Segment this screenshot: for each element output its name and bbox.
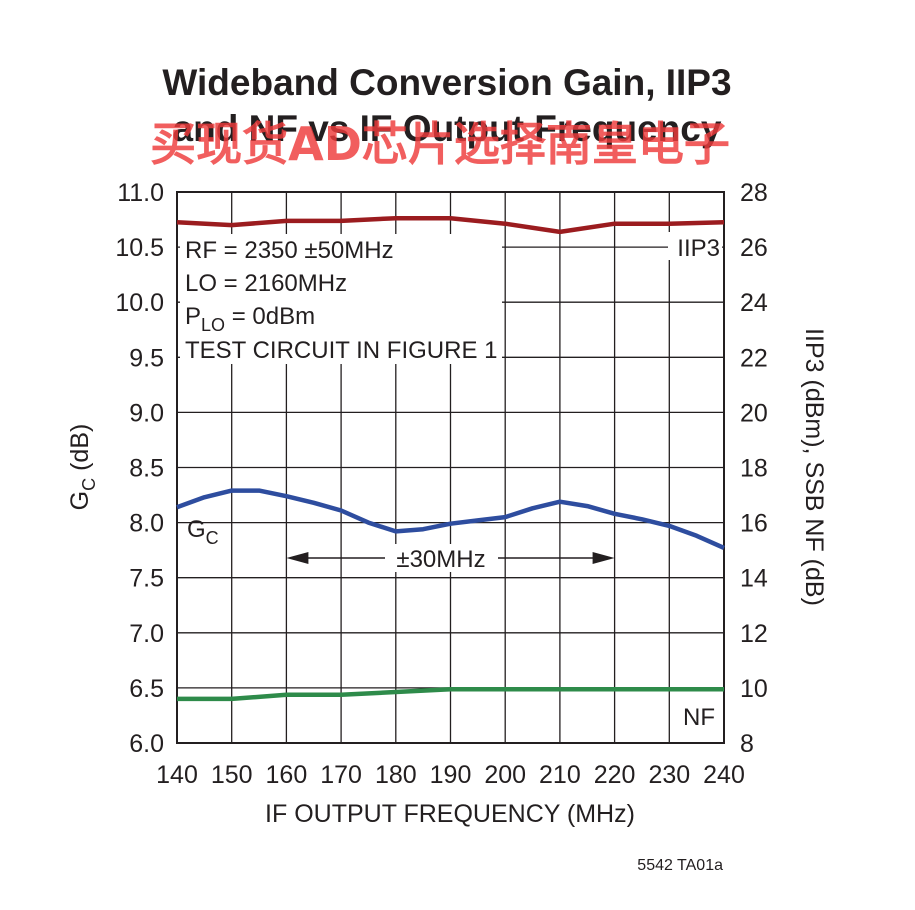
watermark: 买现货AD芯片选择南皇电子 <box>150 117 730 171</box>
y-right-tick-labels: 28 26 24 22 20 18 16 14 12 10 8 <box>740 179 768 758</box>
chart-title-line1: Wideband Conversion Gain, IIP3 <box>162 62 731 103</box>
annotation-rf: RF = 2350 ±50MHz <box>185 237 394 264</box>
y-left-label-sub: C <box>79 478 99 491</box>
annotation-plo-main: P <box>185 303 201 330</box>
annotation-test: TEST CIRCUIT IN FIGURE 1 <box>185 337 497 364</box>
y-right-tick-label: 28 <box>740 179 768 207</box>
y-left-tick-label: 10.5 <box>115 234 164 262</box>
y-right-tick-label: 16 <box>740 510 768 538</box>
y-right-tick-label: 12 <box>740 620 768 648</box>
y-right-tick-label: 24 <box>740 289 768 317</box>
annotation-box <box>180 234 502 364</box>
y-left-tick-label: 8.5 <box>129 455 164 483</box>
iip3-label-bg <box>668 232 722 260</box>
annotation-plo-rest: = 0dBm <box>225 303 315 330</box>
series-line-nf <box>177 687 724 702</box>
x-tick-label: 150 <box>211 761 253 789</box>
series-group <box>176 215 725 702</box>
nf-label-bg <box>678 702 722 730</box>
x-axis-label: IF OUTPUT FREQUENCY (MHz) <box>265 800 635 828</box>
y-left-tick-label: 6.0 <box>129 730 164 758</box>
x-tick-label: 220 <box>594 761 636 789</box>
span-label-bg <box>385 544 498 572</box>
y-left-axis-label: GC (dB) <box>66 424 99 511</box>
x-tick-labels: 140 150 160 170 180 190 200 210 220 230 240 <box>156 761 745 789</box>
series-label-gc-main: G <box>187 516 206 543</box>
y-right-tick-label: 20 <box>740 399 768 427</box>
plot-frame <box>176 191 725 744</box>
y-left-label-unit: (dB) <box>66 424 94 478</box>
y-right-tick-label: 22 <box>740 344 768 372</box>
annotation-plo: PLO = 0dBm <box>185 303 315 335</box>
y-right-tick-label: 14 <box>740 565 768 593</box>
annotation-plo-sub: LO <box>201 315 225 335</box>
y-left-tick-label: 10.0 <box>115 289 164 317</box>
y-right-tick-label: 8 <box>740 730 754 758</box>
x-tick-label: 210 <box>539 761 581 789</box>
y-left-tick-label: 7.5 <box>129 565 164 593</box>
series-line-gc <box>176 488 725 550</box>
y-right-tick-label: 26 <box>740 234 768 262</box>
y-left-tick-label: 7.0 <box>129 620 164 648</box>
y-right-tick-label: 10 <box>740 675 768 703</box>
x-tick-label: 140 <box>156 761 198 789</box>
y-left-tick-label: 6.5 <box>129 675 164 703</box>
y-left-tick-label: 8.0 <box>129 510 164 538</box>
figure-code: 5542 TA01a <box>637 857 723 874</box>
x-tick-label: 160 <box>266 761 308 789</box>
y-right-tick-label: 18 <box>740 455 768 483</box>
x-tick-label: 170 <box>320 761 362 789</box>
span-arrow-head-left <box>286 552 309 564</box>
x-tick-label: 240 <box>703 761 745 789</box>
series-label-gc-sub: C <box>206 528 219 548</box>
x-tick-label: 190 <box>430 761 472 789</box>
y-left-tick-label: 11.0 <box>117 179 164 207</box>
y-left-label-main: G <box>66 491 94 510</box>
x-tick-label: 200 <box>484 761 526 789</box>
x-tick-label: 230 <box>648 761 690 789</box>
span-arrow-head-right <box>592 552 615 564</box>
y-left-tick-label: 9.5 <box>129 344 164 372</box>
series-label-nf: NF <box>683 704 715 731</box>
y-left-tick-label: 9.0 <box>129 399 164 427</box>
span-label: ±30MHz <box>396 546 485 573</box>
series-label-iip3: IIP3 <box>677 235 720 262</box>
chart-title-line2: and NF vs IF Output Frequency <box>173 108 722 149</box>
y-right-axis-label: IIP3 (dBm), SSB NF (dB) <box>800 328 828 606</box>
annotation-lo: LO = 2160MHz <box>185 270 347 297</box>
y-left-tick-labels: 11.0 10.5 10.0 9.5 9.0 8.5 8.0 7.5 7.0 6.5 6.0 <box>115 179 164 758</box>
series-line-iip3 <box>176 215 725 235</box>
series-label-gc: GC <box>187 516 219 548</box>
x-tick-label: 180 <box>375 761 417 789</box>
